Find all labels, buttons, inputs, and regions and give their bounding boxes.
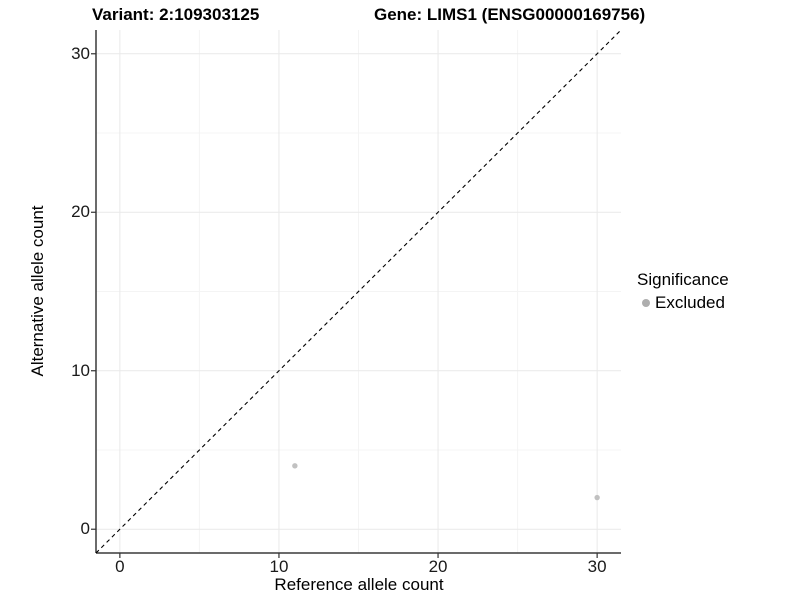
legend-item-excluded: Excluded [637,293,729,313]
y-tick-label: 10 [71,360,90,380]
data-point [594,494,600,501]
x-tick-label: 30 [587,557,607,576]
legend: Significance Excluded [637,270,729,313]
y-tick-label: 20 [71,202,90,222]
x-tick-label: 20 [428,557,448,576]
x-tick-label: 10 [269,557,289,576]
plot-title-gene: Gene: LIMS1 (ENSG00000169756) [374,5,646,24]
y-axis-title: Alternative allele count [28,205,47,377]
plot-title-variant: Variant: 2:109303125 [92,5,260,24]
data-point [292,463,298,469]
legend-point-marker-icon [642,299,650,307]
legend-item-label: Excluded [655,293,725,312]
identity-line [95,29,622,554]
legend-title: Significance [637,270,729,289]
y-tick-label: 30 [71,43,90,63]
x-axis-title: Reference allele count [274,575,444,594]
y-tick-label: 0 [80,519,90,539]
x-tick-label: 0 [115,557,125,576]
